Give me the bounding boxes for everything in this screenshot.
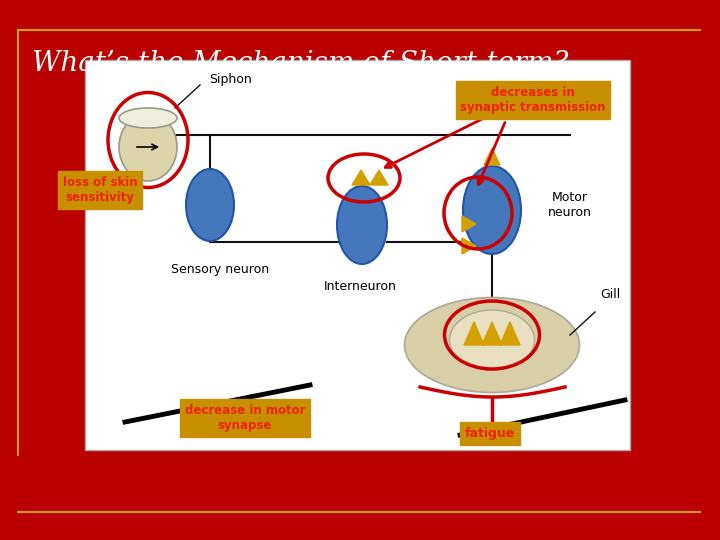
Polygon shape: [482, 322, 502, 345]
Polygon shape: [462, 216, 476, 232]
Ellipse shape: [488, 320, 526, 348]
Polygon shape: [462, 238, 476, 254]
Ellipse shape: [119, 108, 177, 128]
Ellipse shape: [337, 186, 387, 264]
Polygon shape: [500, 322, 520, 345]
Ellipse shape: [473, 315, 511, 343]
Text: Gill: Gill: [600, 288, 620, 301]
Polygon shape: [464, 322, 484, 345]
Polygon shape: [352, 170, 370, 185]
Ellipse shape: [405, 298, 580, 393]
Text: loss of skin
sensitivity: loss of skin sensitivity: [63, 176, 138, 204]
Text: Siphon: Siphon: [209, 73, 251, 86]
Ellipse shape: [488, 342, 526, 370]
Text: fatigue: fatigue: [465, 427, 515, 440]
Polygon shape: [484, 148, 500, 165]
Ellipse shape: [186, 169, 234, 241]
Ellipse shape: [495, 331, 533, 359]
Ellipse shape: [458, 342, 495, 370]
Text: decrease in motor
synapse: decrease in motor synapse: [185, 404, 305, 432]
Ellipse shape: [473, 346, 511, 374]
Text: Motor
neuron: Motor neuron: [548, 191, 592, 219]
Ellipse shape: [451, 331, 489, 359]
Text: What’s the Mechanism of Short-term?: What’s the Mechanism of Short-term?: [32, 50, 568, 77]
Text: decreases in
synaptic transmission: decreases in synaptic transmission: [460, 86, 606, 114]
Ellipse shape: [449, 310, 534, 370]
Ellipse shape: [463, 166, 521, 254]
FancyBboxPatch shape: [85, 60, 630, 450]
Polygon shape: [370, 170, 388, 185]
Text: Sensory neuron: Sensory neuron: [171, 264, 269, 276]
Ellipse shape: [119, 113, 177, 181]
Text: Interneuron: Interneuron: [323, 280, 397, 294]
Ellipse shape: [458, 320, 495, 348]
